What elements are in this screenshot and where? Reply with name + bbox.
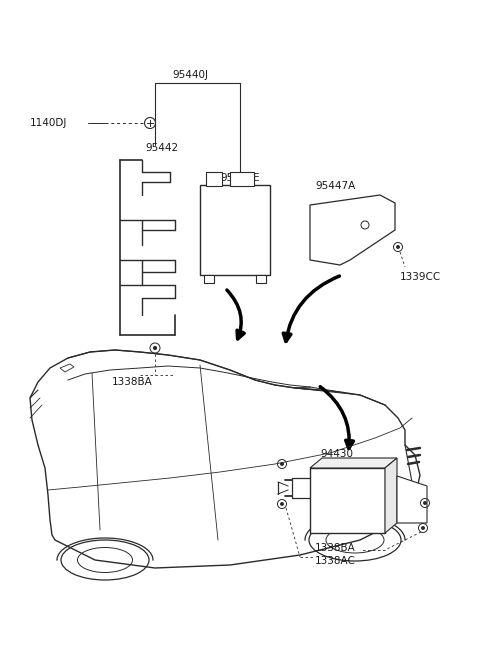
Text: 1338AC: 1338AC [315, 556, 356, 566]
Polygon shape [397, 476, 427, 523]
Polygon shape [385, 458, 397, 533]
Text: 95442: 95442 [145, 143, 178, 153]
Bar [200, 185, 270, 275]
Text: 1339CC: 1339CC [400, 272, 441, 282]
Circle shape [397, 246, 399, 248]
Polygon shape [60, 364, 74, 372]
Circle shape [281, 462, 283, 465]
Polygon shape [310, 195, 395, 265]
Text: 1338BA: 1338BA [112, 377, 153, 387]
Polygon shape [30, 350, 420, 568]
Circle shape [281, 502, 283, 505]
Bar [310, 468, 385, 533]
Text: 94430: 94430 [320, 449, 353, 459]
Text: 95441E: 95441E [220, 173, 260, 183]
Circle shape [422, 527, 424, 529]
Text: 95447A: 95447A [315, 181, 355, 191]
Circle shape [424, 502, 426, 504]
Bar [206, 172, 222, 186]
Bar [230, 172, 254, 186]
Text: 1338BA: 1338BA [315, 543, 356, 553]
Polygon shape [310, 458, 397, 468]
Circle shape [154, 346, 156, 350]
Text: 95440J: 95440J [172, 70, 208, 80]
Bar [256, 275, 266, 283]
Text: 1140DJ: 1140DJ [30, 118, 67, 128]
Bar [204, 275, 214, 283]
